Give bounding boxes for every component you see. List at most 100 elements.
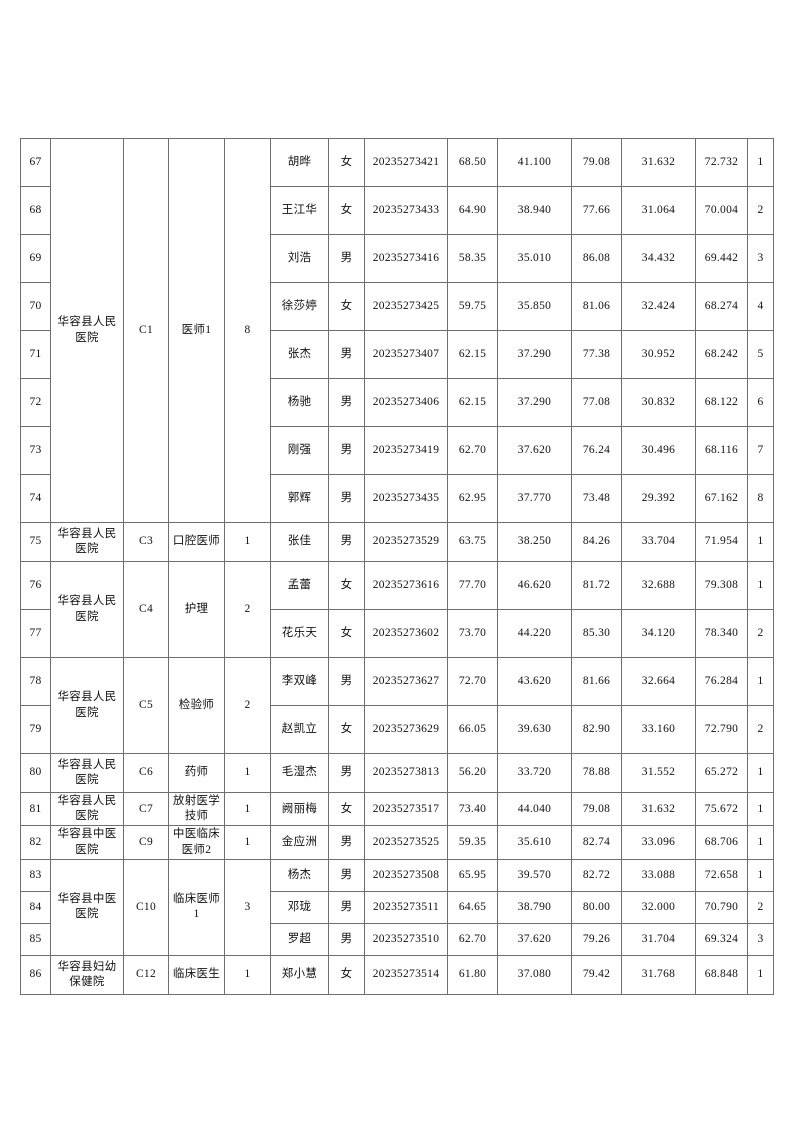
cell-written-weighted: 39.630 <box>497 705 572 754</box>
cell-exam-number: 20235273629 <box>364 705 448 754</box>
cell-interview-score: 79.26 <box>571 922 622 956</box>
cell-exam-number: 20235273433 <box>364 186 448 235</box>
cell-exam-number: 20235273525 <box>364 825 448 860</box>
cell-unit: 华容县妇幼保健院 <box>50 954 124 995</box>
cell-rank: 2 <box>747 186 774 235</box>
table-row: 81 华容县人民医院 C7 放射医学技师 1 阙丽梅女 20235273517 73.40 44… <box>20 791 774 827</box>
cell-sequence: 73 <box>20 426 51 475</box>
cell-written-score: 68.50 <box>447 138 498 187</box>
cell-rank: 2 <box>747 609 774 658</box>
cell-sequence: 70 <box>20 282 51 331</box>
cell-written-score: 59.75 <box>447 282 498 331</box>
cell-post-code: C10 <box>123 858 169 956</box>
cell-exam-number: 20235273813 <box>364 753 448 793</box>
cell-total-score: 71.954 <box>695 522 748 562</box>
cell-interview-score: 81.66 <box>571 657 622 706</box>
cell-gender: 男 <box>328 753 365 793</box>
cell-total-score: 70.004 <box>695 186 748 235</box>
cell-sequence: 71 <box>20 330 51 379</box>
cell-written-weighted: 37.080 <box>497 954 572 995</box>
cell-post-name: 中医临床医师2 <box>168 825 225 860</box>
cell-interview-weighted: 29.392 <box>621 474 696 523</box>
cell-gender: 男 <box>328 522 365 562</box>
cell-interview-score: 82.72 <box>571 858 622 892</box>
cell-written-score: 63.75 <box>447 522 498 562</box>
cell-interview-score: 82.74 <box>571 825 622 860</box>
cell-written-weighted: 33.720 <box>497 753 572 793</box>
cell-applicant-name: 郑小慧 <box>270 954 329 995</box>
cell-interview-weighted: 31.064 <box>621 186 696 235</box>
cell-exam-number: 20235273511 <box>364 890 448 924</box>
cell-interview-score: 77.66 <box>571 186 622 235</box>
cell-plan-count: 1 <box>224 954 271 995</box>
cell-sequence: 78 <box>20 657 51 706</box>
cell-written-weighted: 35.610 <box>497 825 572 860</box>
cell-interview-weighted: 33.088 <box>621 858 696 892</box>
table-row: 72 杨驰男 20235273406 62.15 37.290 77.08 30.832 68… <box>20 378 774 427</box>
cell-applicant-name: 孟蕾 <box>270 561 329 610</box>
cell-written-score: 62.95 <box>447 474 498 523</box>
cell-written-weighted: 37.620 <box>497 922 572 956</box>
cell-post-code: C9 <box>123 825 169 860</box>
cell-written-score: 62.15 <box>447 378 498 427</box>
cell-written-weighted: 43.620 <box>497 657 572 706</box>
cell-post-name: 医师1 <box>168 138 225 523</box>
cell-sequence: 75 <box>20 522 51 562</box>
cell-gender: 男 <box>328 426 365 475</box>
cell-interview-score: 77.38 <box>571 330 622 379</box>
cell-exam-number: 20235273407 <box>364 330 448 379</box>
cell-exam-number: 20235273421 <box>364 138 448 187</box>
cell-total-score: 72.658 <box>695 858 748 892</box>
cell-unit: 华容县中医医院 <box>50 858 124 956</box>
cell-post-name: 检验师 <box>168 657 225 754</box>
cell-total-score: 65.272 <box>695 753 748 793</box>
cell-rank: 3 <box>747 922 774 956</box>
cell-interview-weighted: 34.120 <box>621 609 696 658</box>
cell-exam-number: 20235273416 <box>364 234 448 283</box>
cell-total-score: 76.284 <box>695 657 748 706</box>
cell-total-score: 68.274 <box>695 282 748 331</box>
cell-gender: 男 <box>328 378 365 427</box>
cell-interview-score: 84.26 <box>571 522 622 562</box>
cell-rank: 2 <box>747 890 774 924</box>
cell-applicant-name: 刚强 <box>270 426 329 475</box>
table-row: 68 王江华女 20235273433 64.90 38.940 77.66 31.064 7… <box>20 186 774 235</box>
cell-applicant-name: 毛湿杰 <box>270 753 329 793</box>
cell-interview-score: 79.42 <box>571 954 622 995</box>
cell-total-score: 69.442 <box>695 234 748 283</box>
cell-post-code: C5 <box>123 657 169 754</box>
cell-gender: 男 <box>328 330 365 379</box>
cell-rank: 1 <box>747 561 774 610</box>
table-row: 79 赵凯立女 20235273629 66.05 39.630 82.90 33.160 7… <box>20 705 774 754</box>
cell-sequence: 83 <box>20 858 51 892</box>
table-row: 69 刘浩男 20235273416 58.35 35.010 86.08 34.432 69… <box>20 234 774 283</box>
cell-post-code: C6 <box>123 753 169 793</box>
cell-unit: 华容县人民医院 <box>50 138 124 523</box>
cell-exam-number: 20235273435 <box>364 474 448 523</box>
cell-plan-count: 2 <box>224 657 271 754</box>
cell-interview-score: 77.08 <box>571 378 622 427</box>
cell-plan-count: 1 <box>224 791 271 827</box>
cell-interview-weighted: 31.768 <box>621 954 696 995</box>
cell-rank: 8 <box>747 474 774 523</box>
cell-written-score: 62.15 <box>447 330 498 379</box>
cell-written-score: 64.90 <box>447 186 498 235</box>
cell-sequence: 69 <box>20 234 51 283</box>
cell-written-weighted: 35.010 <box>497 234 572 283</box>
cell-applicant-name: 邓珑 <box>270 890 329 924</box>
cell-unit: 华容县人民医院 <box>50 522 124 562</box>
table-row: 85 罗超男 20235273510 62.70 37.620 79.26 31.704 69… <box>20 922 774 956</box>
cell-rank: 1 <box>747 791 774 827</box>
cell-total-score: 72.732 <box>695 138 748 187</box>
table-row: 76 华容县人民医院 C4 护理 2 孟蕾女 20235273616 77.70 46.620 8… <box>20 561 774 658</box>
cell-sequence: 76 <box>20 561 51 610</box>
cell-written-weighted: 44.220 <box>497 609 572 658</box>
table-row: 75 华容县人民医院 C3 口腔医师 1 张佳男 20235273529 63.75 38.25… <box>20 522 774 562</box>
cell-written-weighted: 38.940 <box>497 186 572 235</box>
cell-written-score: 62.70 <box>447 922 498 956</box>
cell-post-code: C3 <box>123 522 169 562</box>
cell-written-weighted: 37.290 <box>497 378 572 427</box>
table-row: 74 郭辉男 20235273435 62.95 37.770 73.48 29.392 67… <box>20 474 774 523</box>
cell-total-score: 79.308 <box>695 561 748 610</box>
cell-gender: 女 <box>328 954 365 995</box>
